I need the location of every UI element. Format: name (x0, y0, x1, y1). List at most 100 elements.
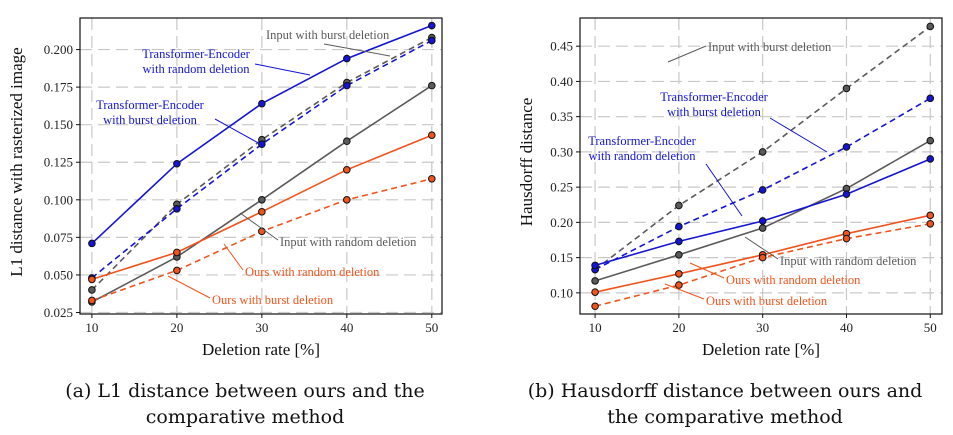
y-tick-label: 0.050 (44, 267, 73, 282)
series-line-3 (91, 39, 433, 279)
x-tick-label: 50 (924, 320, 937, 335)
annotation-label: Transformer-Encoder with burst deletion (96, 98, 204, 127)
caption-b-line-1: (b) Hausdorff distance between ours and (527, 380, 923, 402)
data-point (428, 21, 436, 30)
caption-b-line-2: the comparative method (607, 406, 843, 428)
annotation-label: Transformer-Encoder with random deletion (588, 134, 696, 163)
series-line-0 (91, 36, 433, 291)
data-point (675, 270, 683, 278)
x-tick-label: 10 (85, 320, 98, 335)
ticks: 10 20 30 40 50 0.10 0.15 0.20 0.25 0.30 0.35 0.40 0.… (550, 39, 937, 335)
y-axis-label: L1 distance with rasterized image (7, 47, 26, 276)
x-tick-label: 20 (672, 320, 685, 335)
annotation-label: Ours with burst deletion (212, 293, 334, 307)
series (88, 21, 436, 306)
y-tick-label: 0.125 (44, 155, 73, 170)
annotation-label-line: with burst deletion (667, 105, 761, 119)
data-point (173, 159, 181, 168)
annotation-label-line: Transformer-Encoder (96, 98, 204, 112)
y-tick-label: 0.20 (550, 215, 573, 230)
data-point (343, 81, 351, 90)
series (591, 22, 935, 311)
y-tick-label: 0.25 (550, 180, 573, 195)
y-tick-label: 0.200 (44, 42, 73, 57)
data-point (842, 84, 851, 93)
x-tick-label: 30 (756, 320, 769, 335)
annotation-label: Ours with random deletion (726, 273, 861, 287)
annotation-arrow (689, 262, 725, 279)
annotation-label: Input with burst deletion (266, 28, 390, 42)
data-point (926, 136, 935, 145)
annotation-label: Input with random deletion (280, 235, 417, 249)
annotation-arrow (323, 43, 391, 57)
chart-b: 10 20 30 40 50 0.10 0.15 0.20 0.25 0.30 0.35 0.40 0.… (517, 17, 943, 359)
data-point (343, 165, 351, 174)
data-point (428, 81, 436, 90)
data-point (675, 237, 683, 246)
data-point (258, 99, 266, 108)
data-point (173, 248, 181, 257)
annotation-arrow (705, 163, 743, 217)
x-tick-label: 50 (425, 320, 438, 335)
annotation-arrow (223, 243, 244, 271)
y-axis-label: Hausdorff distance (517, 98, 536, 227)
annotation-label: Ours with random deletion (245, 265, 380, 279)
data-point (428, 174, 436, 183)
plot-frame (79, 17, 443, 315)
data-point (258, 196, 266, 204)
y-tick-label: 0.100 (44, 192, 73, 207)
data-point (591, 261, 599, 270)
data-point (258, 208, 266, 216)
data-point (173, 205, 181, 213)
x-axis-label: Deletion rate [%] (702, 340, 820, 359)
data-point (88, 286, 96, 294)
annotation-label: Ours with burst deletion (706, 294, 828, 308)
y-tick-label: 0.35 (550, 109, 573, 124)
data-point (926, 219, 935, 228)
annotation-arrow (664, 283, 705, 300)
data-point (173, 266, 181, 275)
annotation-label-line: Transformer-Encoder (588, 134, 696, 148)
x-tick-label: 20 (170, 320, 183, 335)
y-tick-label: 0.075 (44, 230, 73, 245)
caption-a-line-2: comparative method (145, 406, 345, 428)
data-point (926, 211, 935, 220)
data-point (591, 277, 599, 285)
data-point (675, 222, 683, 231)
chart-a: 10 20 30 40 50 0.025 0.050 0.075 0.100 0.125 0.150… (7, 17, 443, 359)
data-point (258, 140, 266, 149)
data-point (758, 224, 767, 232)
plot-frame (579, 17, 943, 315)
caption-a-line-1: (a) L1 distance between ours and the (65, 380, 425, 402)
annotation-label: Input with random deletion (780, 254, 917, 268)
caption-a: (a) L1 distance between ours and the com… (40, 378, 450, 430)
x-axis-label: Deletion rate [%] (202, 340, 320, 359)
data-point (591, 302, 599, 311)
data-point (591, 288, 599, 296)
annotation-label: Transformer-Encoder with burst deletion (660, 90, 768, 119)
data-point (758, 217, 767, 225)
y-tick-label: 0.40 (550, 74, 573, 89)
annotation-label-line: with random deletion (143, 62, 251, 76)
data-point (675, 251, 683, 259)
x-tick-label: 40 (340, 320, 353, 335)
annotation-label: Transformer-Encoder with random deletion (142, 47, 250, 76)
data-point (675, 201, 683, 210)
y-tick-label: 0.025 (44, 305, 73, 320)
data-point (842, 234, 851, 243)
annotation-label-line: with random deletion (589, 149, 697, 163)
data-point (343, 54, 351, 63)
annotations: Input with burst deletion Transformer-Enc… (588, 40, 917, 308)
annotation-label-line: with burst deletion (103, 113, 197, 127)
annotation-arrow (214, 118, 263, 146)
data-point (88, 296, 96, 305)
annotation-arrow (744, 236, 779, 260)
data-point (343, 137, 351, 146)
y-tick-label: 0.15 (550, 250, 573, 265)
x-tick-label: 30 (255, 320, 268, 335)
y-tick-label: 0.175 (44, 80, 73, 95)
annotation-label-line: Transformer-Encoder (142, 47, 250, 61)
annotation-arrow (254, 63, 311, 76)
data-point (88, 275, 96, 284)
data-point (758, 253, 767, 262)
